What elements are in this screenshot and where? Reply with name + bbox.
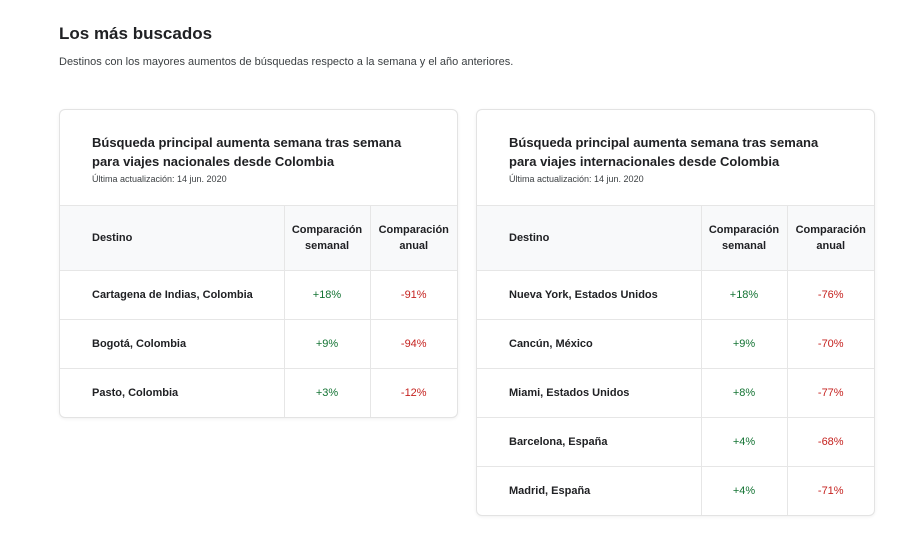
page-title: Los más buscados — [59, 24, 213, 43]
column-header-semanal: Comparación semanal — [283, 206, 370, 271]
card-header: Búsqueda principal aumenta semana tras s… — [477, 110, 874, 206]
table-row: Pasto, Colombia +3% -12% — [60, 368, 457, 417]
weekly-change: +8% — [700, 368, 787, 418]
destination-name: Nueva York, Estados Unidos — [477, 270, 701, 320]
last-updated-label: Última actualización: 14 jun. 2020 — [509, 174, 644, 184]
destination-name: Pasto, Colombia — [92, 387, 179, 399]
column-header-anual: Comparación anual — [369, 206, 457, 271]
table-header-row: Destino Comparación semanal Comparación … — [60, 206, 457, 271]
table-row: Barcelona, España +4% -68% — [477, 417, 874, 467]
yearly-change: -70% — [786, 319, 874, 369]
yearly-change: -76% — [786, 270, 874, 320]
domestic-searches-card: Búsqueda principal aumenta semana tras s… — [59, 109, 458, 418]
table-row: Cartagena de Indias, Colombia +18% -91% — [60, 270, 457, 320]
yearly-change: -77% — [786, 368, 874, 418]
yearly-change: -68% — [786, 417, 874, 467]
destination-name: Miami, Estados Unidos — [477, 368, 701, 418]
destination-name: Barcelona, España — [477, 417, 701, 467]
weekly-change: +4% — [700, 417, 787, 467]
table-row: Nueva York, Estados Unidos +18% -76% — [477, 270, 874, 320]
column-header-destino: Destino — [477, 206, 701, 271]
card-header: Búsqueda principal aumenta semana tras s… — [60, 110, 457, 206]
table-row: Madrid, España +4% -71% — [477, 466, 874, 515]
last-updated-label: Última actualización: 14 jun. 2020 — [92, 174, 227, 184]
column-header-anual: Comparación anual — [786, 206, 874, 271]
yearly-change: -71% — [786, 466, 874, 515]
yearly-change: -12% — [369, 368, 457, 417]
weekly-change: +3% — [283, 368, 370, 417]
destinations-table: Destino Comparación semanal Comparación … — [477, 206, 874, 515]
destination-name: Madrid, España — [509, 485, 591, 497]
weekly-change: +9% — [700, 319, 787, 369]
weekly-change: +18% — [700, 270, 787, 320]
yearly-change: -94% — [369, 319, 457, 369]
column-header-semanal: Comparación semanal — [700, 206, 787, 271]
column-header-destino: Destino — [60, 206, 284, 271]
destination-name: Bogotá, Colombia — [60, 319, 284, 369]
page-subtitle: Destinos con los mayores aumentos de bús… — [59, 56, 514, 68]
table-row: Miami, Estados Unidos +8% -77% — [477, 368, 874, 418]
weekly-change: +4% — [700, 466, 787, 515]
card-title: Búsqueda principal aumenta semana tras s… — [92, 135, 402, 169]
destinations-table: Destino Comparación semanal Comparación … — [60, 206, 457, 417]
weekly-change: +18% — [283, 270, 370, 320]
table-row: Bogotá, Colombia +9% -94% — [60, 319, 457, 369]
card-title: Búsqueda principal aumenta semana tras s… — [509, 135, 819, 169]
yearly-change: -91% — [369, 270, 457, 320]
destination-name: Cartagena de Indias, Colombia — [60, 270, 284, 320]
weekly-change: +9% — [283, 319, 370, 369]
international-searches-card: Búsqueda principal aumenta semana tras s… — [476, 109, 875, 516]
destination-name: Cancún, México — [477, 319, 701, 369]
table-row: Cancún, México +9% -70% — [477, 319, 874, 369]
table-header-row: Destino Comparación semanal Comparación … — [477, 206, 874, 271]
